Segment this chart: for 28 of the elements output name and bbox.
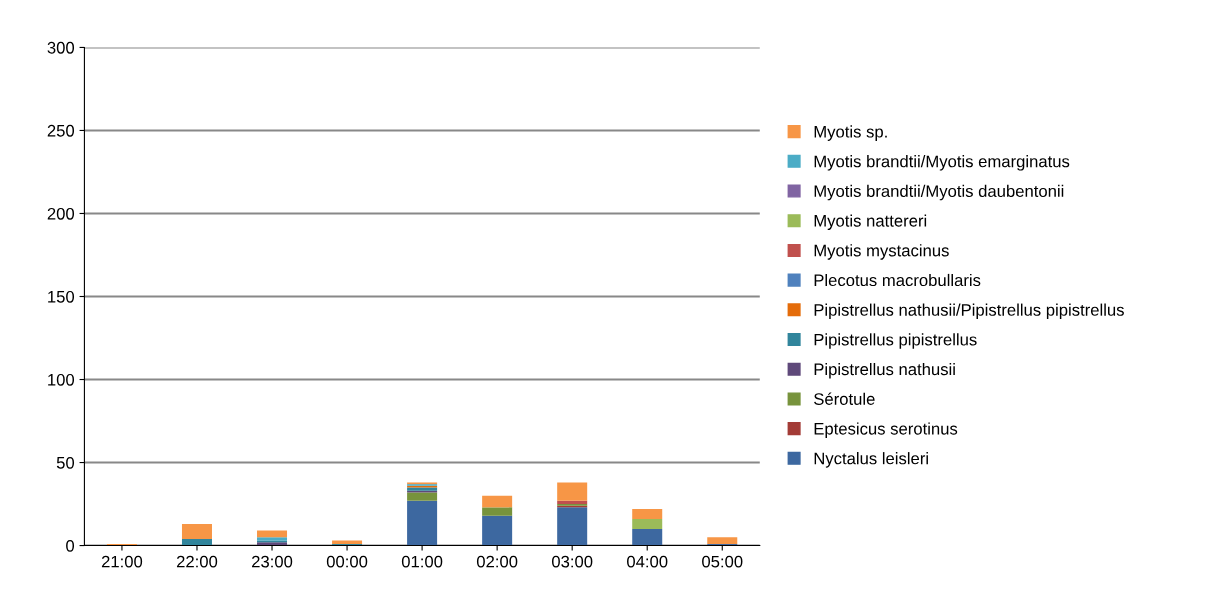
legend-label: Myotis mystacinus (814, 244, 949, 260)
y-tick-label: 300 (47, 41, 75, 54)
legend-label: Plecotus macrobullaris (814, 273, 981, 287)
y-tick-label: 100 (48, 373, 75, 386)
x-tick-label: 22:00 (176, 555, 218, 568)
y-tick-label: 200 (47, 207, 75, 220)
legend-label: Pipistrellus pipistrellus (814, 333, 977, 349)
legend-label: Pipistrellus nathusii (814, 362, 955, 379)
y-tick-label: 0 (66, 539, 75, 552)
y-tick-label: 50 (56, 456, 75, 469)
legend-label: Pipistrellus nathusii/Pipistrellus pipistrellus (814, 303, 1124, 320)
legend-label: Sérotule (814, 392, 875, 405)
x-tick-label: 21:00 (101, 555, 143, 568)
legend-label: Nyctalus leisleri (814, 452, 928, 468)
legend-label: Myotis brandtii/Myotis daubentonii (814, 184, 1064, 201)
x-tick-label: 03:00 (551, 555, 593, 568)
x-tick-label: 02:00 (476, 555, 518, 568)
x-tick-label: 05:00 (702, 555, 743, 568)
y-tick-label: 150 (48, 290, 75, 303)
legend-label: Myotis nattereri (814, 214, 927, 231)
legend-label: Myotis brandtii/Myotis emarginatus (814, 155, 1070, 171)
x-tick-label: 04:00 (627, 555, 668, 568)
x-tick-label: 01:00 (401, 555, 443, 568)
legend-label: Eptesicus serotinus (814, 422, 958, 438)
y-tick-label: 250 (47, 124, 75, 137)
x-tick-label: 23:00 (252, 555, 293, 568)
legend-label: Myotis sp. (814, 125, 887, 141)
x-tick-label: 00:00 (326, 555, 368, 568)
